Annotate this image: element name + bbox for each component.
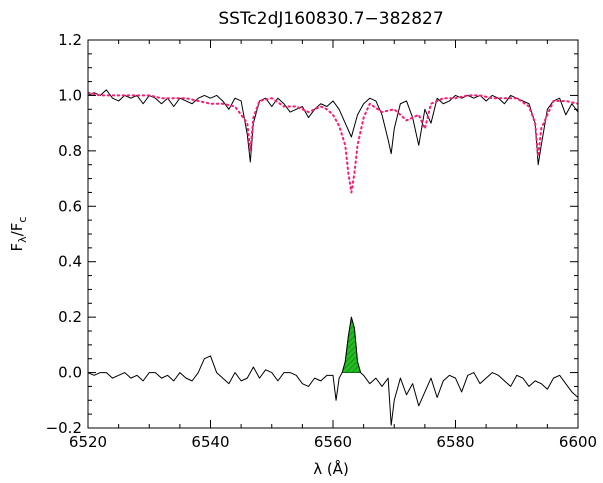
y-axis-title: Fλ/Fc <box>8 217 29 252</box>
y-tick-label: 0.8 <box>58 142 82 160</box>
y-axis-title-separator: /F <box>8 223 26 237</box>
y-tick-label: 0.6 <box>58 197 82 215</box>
chart-title: SSTc2dJ160830.7−382827 <box>218 9 443 29</box>
y-axis-title-sub-lambda: λ <box>16 236 29 243</box>
x-tick-label: 6580 <box>436 433 474 451</box>
axis-ticks: 6520 6540 6560 6580 6600 −0.2 0.0 0.2 0.4 0.6 0.8 1… <box>46 31 598 451</box>
y-axis-title-main: F <box>8 243 26 252</box>
y-tick-label: 0.0 <box>58 364 82 382</box>
residual-spectrum-line <box>88 316 578 426</box>
x-axis-title: λ (Å) <box>313 459 349 478</box>
y-tick-label: 0.4 <box>58 253 82 271</box>
y-tick-label: 1.2 <box>58 31 82 49</box>
y-axis-title-sub-c: c <box>16 217 29 223</box>
y-tick-label: −0.2 <box>46 419 82 437</box>
x-tick-label: 6540 <box>191 433 229 451</box>
x-tick-label: 6560 <box>314 433 352 451</box>
template-spectrum-line <box>88 91 578 194</box>
plot-area <box>88 89 578 426</box>
observed-spectrum-line <box>88 89 578 166</box>
x-tick-label: 6600 <box>559 433 597 451</box>
y-tick-label: 0.2 <box>58 308 82 326</box>
x-tick-label: 6520 <box>69 433 107 451</box>
y-tick-label: 1.0 <box>58 86 82 104</box>
